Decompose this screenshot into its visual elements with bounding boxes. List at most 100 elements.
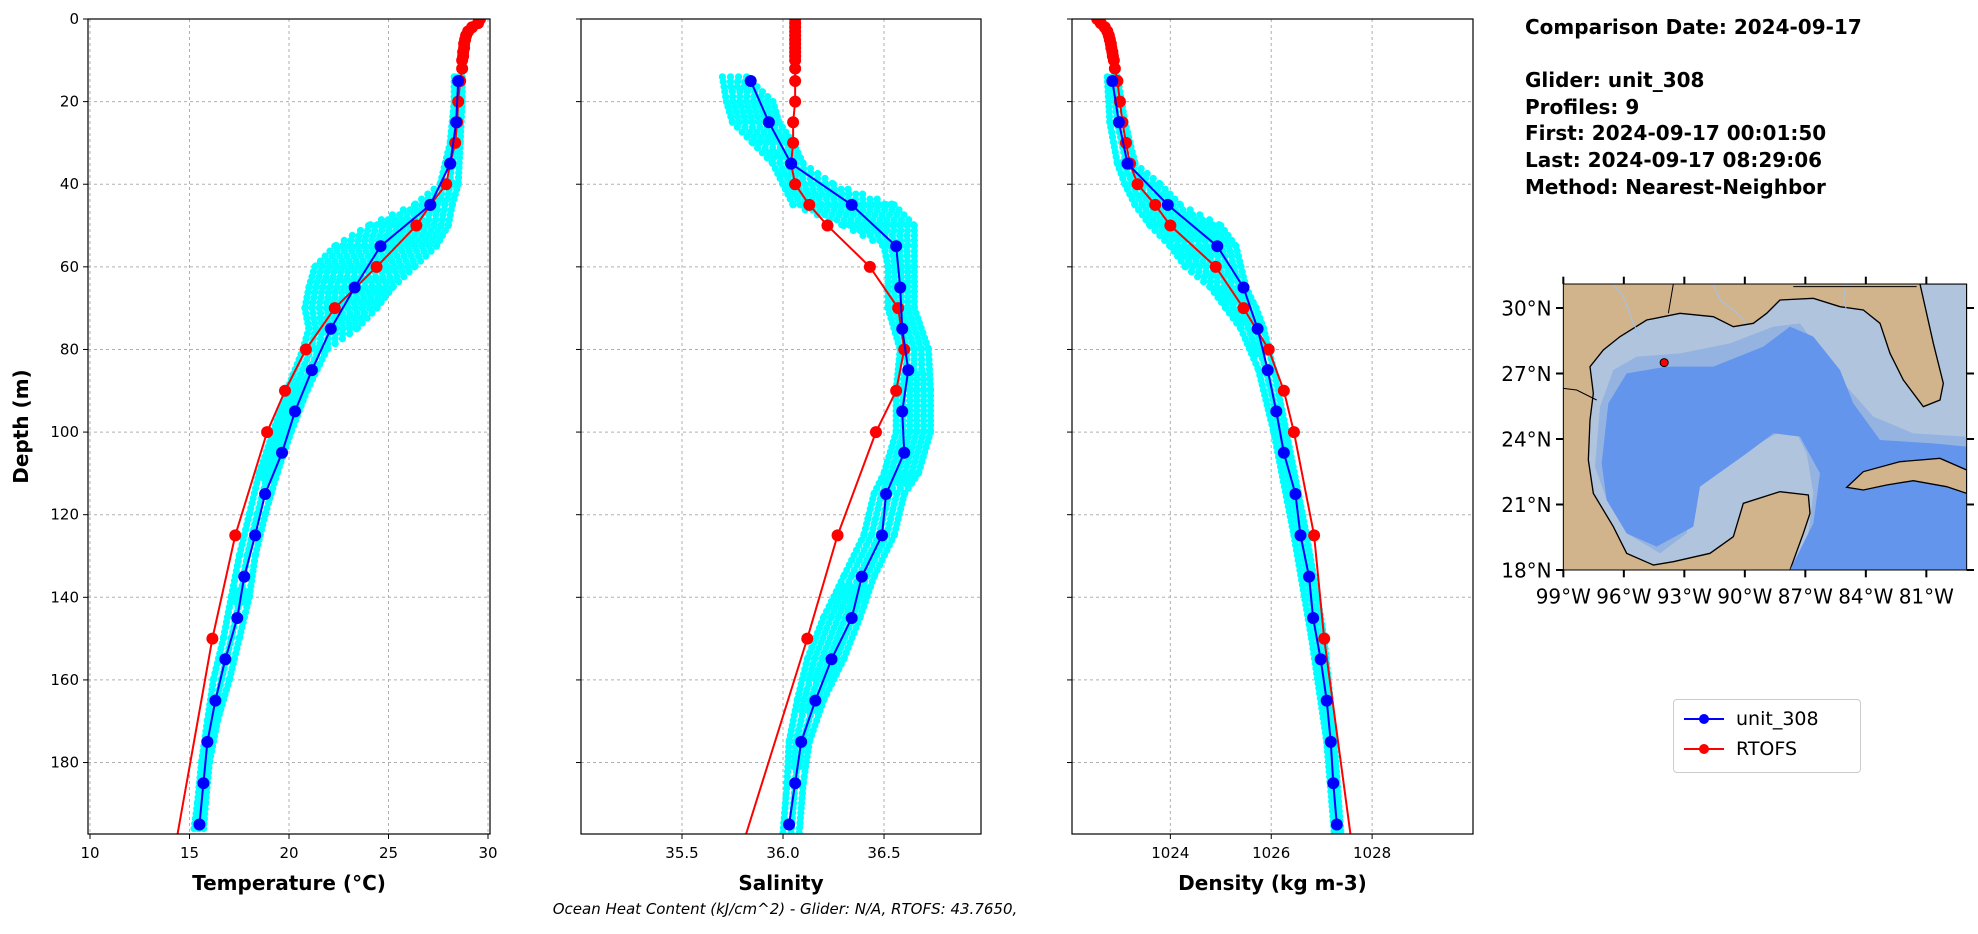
raw-point — [395, 236, 403, 245]
raw-point — [351, 303, 360, 311]
raw-point — [301, 303, 309, 311]
raw-point — [1156, 216, 1164, 224]
raw-point — [1318, 704, 1326, 712]
rtofs-marker — [801, 632, 814, 645]
raw-point — [1310, 576, 1318, 584]
raw-point — [908, 468, 916, 476]
raw-point — [239, 577, 247, 585]
raw-point — [1324, 674, 1332, 682]
raw-point — [825, 190, 833, 198]
raw-point — [910, 302, 918, 311]
raw-point — [722, 98, 731, 106]
raw-point — [210, 711, 218, 719]
raw-point — [806, 164, 815, 173]
raw-point — [205, 758, 213, 767]
map-deep-water — [1601, 326, 1967, 570]
raw-point — [1234, 252, 1242, 260]
raw-point — [779, 179, 787, 188]
raw-point — [891, 297, 899, 306]
raw-point — [1323, 748, 1332, 756]
raw-point — [895, 355, 903, 363]
raw-point — [437, 190, 446, 198]
raw-point — [303, 314, 311, 322]
raw-point — [914, 469, 922, 477]
raw-point — [1121, 117, 1129, 126]
raw-point — [784, 190, 792, 198]
raw-point — [883, 458, 892, 466]
raw-point — [259, 521, 267, 529]
raw-point — [896, 252, 904, 260]
raw-point — [834, 597, 842, 606]
raw-point — [456, 144, 464, 152]
raw-point — [866, 206, 874, 214]
raw-point — [735, 118, 743, 126]
raw-point — [905, 453, 914, 461]
raw-point — [806, 736, 814, 744]
raw-point — [329, 314, 338, 322]
raw-point — [391, 268, 400, 276]
raw-point — [904, 268, 912, 276]
raw-point — [902, 463, 911, 471]
raw-point — [311, 288, 319, 297]
raw-point — [354, 262, 362, 270]
raw-point — [299, 365, 307, 373]
x-axis-label: Salinity — [738, 871, 823, 895]
raw-point — [1188, 242, 1196, 250]
raw-point — [251, 552, 259, 560]
raw-point — [901, 468, 909, 476]
raw-point — [1272, 376, 1280, 384]
raw-point — [761, 117, 770, 126]
raw-point — [909, 463, 918, 471]
raw-point — [450, 149, 458, 157]
glider-marker — [1330, 818, 1343, 831]
raw-point — [800, 670, 808, 678]
raw-point — [807, 731, 816, 739]
raw-point — [771, 123, 779, 131]
raw-point — [315, 345, 323, 354]
raw-point — [839, 587, 847, 596]
rtofs-line — [1096, 19, 1352, 834]
raw-point — [910, 324, 918, 332]
rtofs-marker — [1103, 33, 1116, 46]
raw-point — [782, 139, 790, 147]
raw-point — [390, 241, 398, 249]
raw-point — [205, 706, 213, 714]
raw-point — [1113, 118, 1121, 126]
raw-point — [904, 263, 912, 271]
raw-point — [855, 541, 863, 549]
raw-point — [1281, 421, 1289, 429]
raw-point — [870, 490, 878, 498]
glider-marker — [880, 488, 893, 501]
rtofs-marker — [462, 25, 475, 38]
raw-point — [910, 360, 918, 368]
raw-point — [239, 618, 247, 626]
raw-point — [852, 587, 860, 596]
raw-point — [404, 241, 412, 249]
rtofs-marker — [1318, 632, 1331, 645]
raw-point — [1146, 200, 1154, 208]
raw-point — [1263, 401, 1271, 409]
raw-point — [1269, 364, 1277, 373]
raw-point — [889, 221, 897, 230]
raw-point — [892, 392, 900, 400]
raw-point — [1333, 822, 1341, 830]
raw-point — [878, 556, 886, 564]
raw-point — [219, 669, 227, 677]
raw-point — [807, 179, 815, 188]
raw-point — [850, 551, 858, 559]
raw-point — [353, 325, 361, 333]
raw-point — [247, 535, 255, 544]
raw-point — [1319, 625, 1327, 634]
raw-point — [414, 252, 423, 260]
raw-point — [261, 453, 269, 461]
raw-point — [781, 809, 789, 817]
raw-point — [406, 206, 414, 214]
raw-point — [1329, 772, 1337, 781]
raw-point — [301, 304, 309, 312]
rtofs-marker — [279, 384, 292, 397]
raw-point — [845, 624, 853, 632]
raw-point — [332, 325, 340, 333]
raw-point — [915, 468, 923, 476]
glider-location-marker[interactable] — [1659, 358, 1669, 368]
raw-point — [862, 541, 871, 549]
